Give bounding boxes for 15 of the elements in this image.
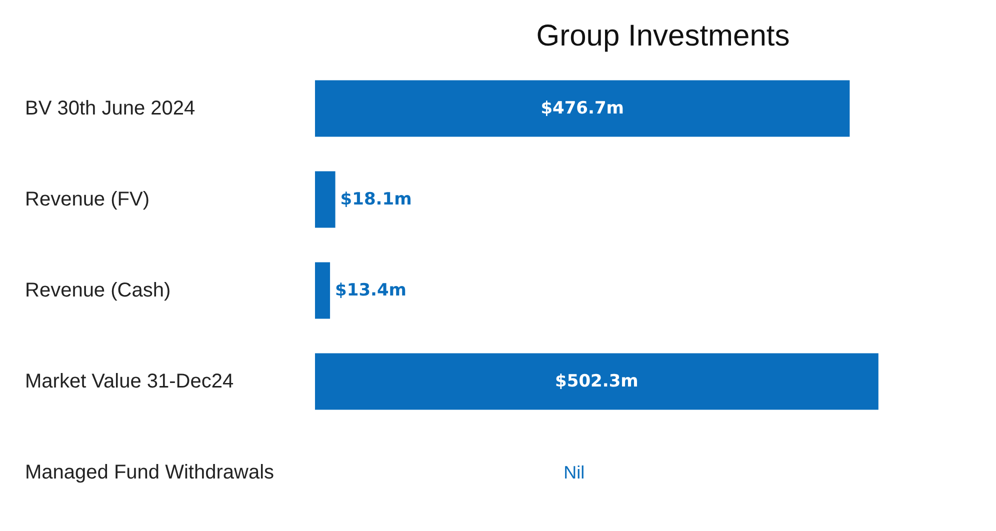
data-label: $502.3m (555, 372, 638, 392)
bar (315, 171, 336, 228)
bar (315, 80, 850, 137)
y-tick-label: Revenue (FV) (25, 188, 150, 210)
data-label: $18.1m (340, 190, 412, 210)
data-label: $476.7m (540, 98, 624, 118)
bar (315, 353, 878, 410)
data-label: $13.4m (335, 280, 407, 300)
chart-title: Group Investments (536, 20, 790, 52)
y-tick-label: BV 30th June 2024 (25, 98, 196, 120)
y-tick-label: Revenue (Cash) (25, 280, 171, 302)
bar (315, 262, 330, 319)
y-tick-label: Market Value 31-Dec24 (25, 370, 234, 392)
y-tick-label: Managed Fund Withdrawals (25, 462, 274, 484)
text: Nil (564, 462, 585, 482)
